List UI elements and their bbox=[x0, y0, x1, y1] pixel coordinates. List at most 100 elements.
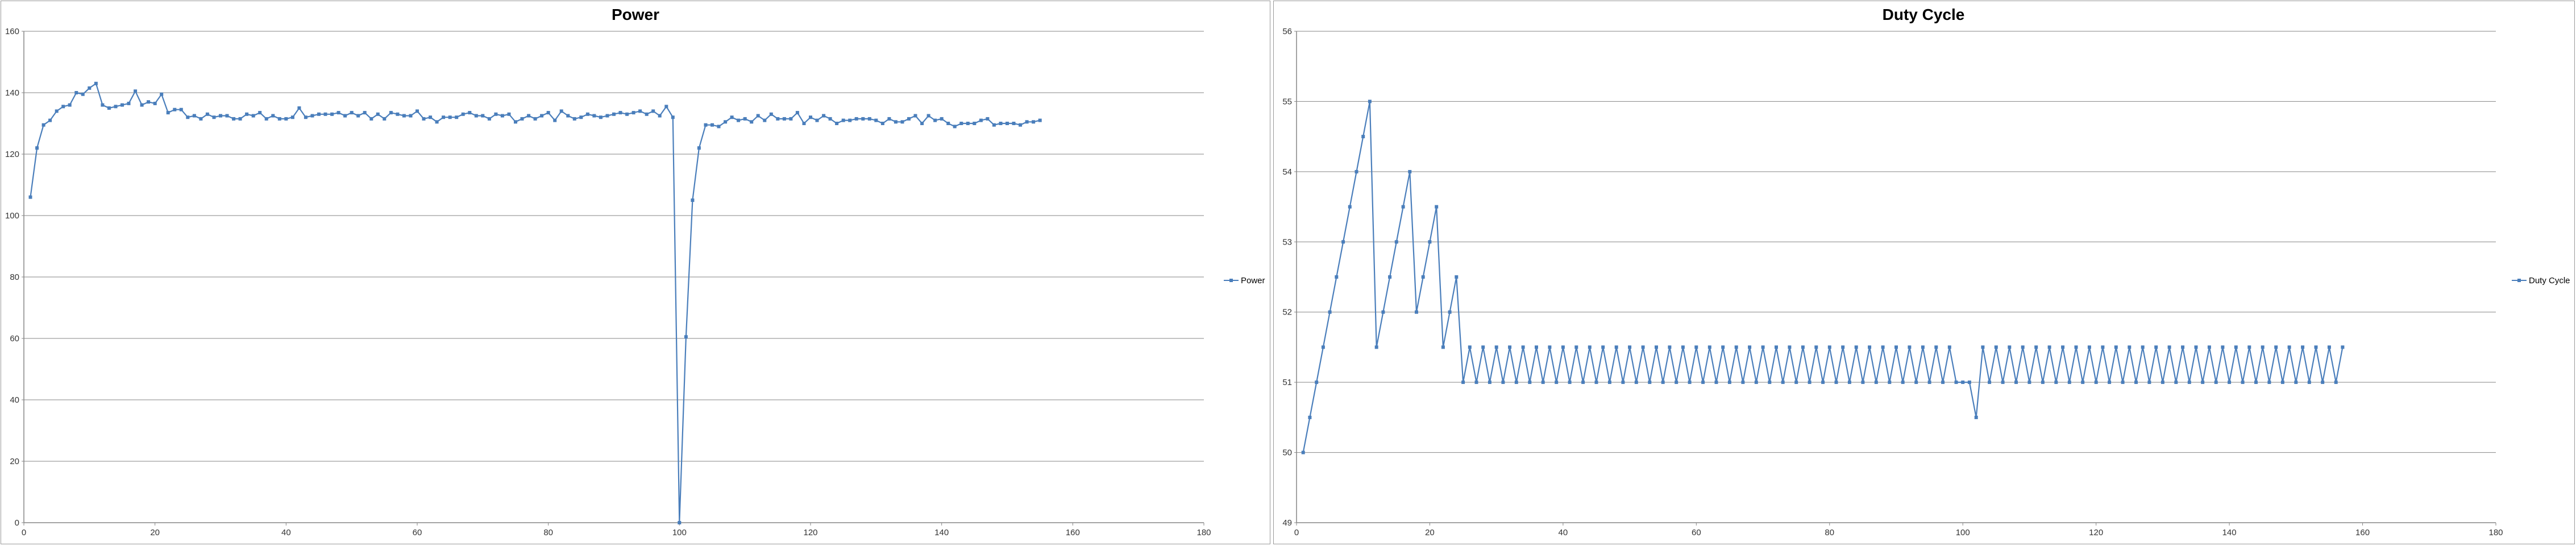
data-point bbox=[1548, 345, 1552, 349]
data-point bbox=[2287, 345, 2291, 349]
data-point bbox=[782, 117, 786, 121]
data-point bbox=[297, 106, 301, 110]
data-point bbox=[2008, 345, 2012, 349]
data-point bbox=[605, 114, 609, 118]
series-line bbox=[30, 82, 1040, 524]
data-point bbox=[750, 120, 754, 124]
data-point bbox=[88, 86, 92, 90]
data-point bbox=[566, 114, 570, 118]
data-point bbox=[1448, 310, 1452, 314]
data-point bbox=[1988, 380, 1992, 384]
legend-label-duty-cycle: Duty Cycle bbox=[2529, 276, 2570, 286]
power-chart-svg: Power 0 20 40 60 80 100 120 140 160 0 20 40 60 80 100… bbox=[5, 6, 1265, 537]
data-point bbox=[1861, 380, 1865, 384]
data-point bbox=[651, 109, 655, 113]
data-point bbox=[468, 111, 472, 115]
data-point bbox=[953, 125, 957, 129]
data-point bbox=[481, 114, 485, 118]
y-tick-label: 160 bbox=[5, 27, 19, 36]
data-point bbox=[323, 112, 327, 116]
data-point bbox=[1012, 122, 1016, 125]
x-tick-label: 120 bbox=[803, 528, 817, 537]
data-point bbox=[579, 115, 583, 119]
data-point bbox=[1335, 275, 1339, 279]
data-point bbox=[134, 89, 138, 93]
chart-title: Duty Cycle bbox=[1883, 6, 1965, 23]
data-point bbox=[1321, 345, 1325, 349]
data-point bbox=[474, 114, 478, 118]
data-point bbox=[1921, 345, 1925, 349]
data-point bbox=[330, 112, 334, 116]
data-point bbox=[140, 103, 144, 107]
data-point bbox=[1568, 380, 1572, 384]
data-point bbox=[2321, 380, 2325, 384]
data-point bbox=[2041, 380, 2045, 384]
data-point bbox=[776, 117, 780, 121]
data-point bbox=[1814, 345, 1818, 349]
y-tick-label: 49 bbox=[1282, 518, 1292, 528]
data-point bbox=[1841, 345, 1845, 349]
data-point bbox=[1588, 345, 1592, 349]
data-point bbox=[730, 115, 734, 119]
data-point bbox=[1847, 380, 1851, 384]
data-point bbox=[854, 117, 858, 121]
data-point bbox=[1415, 310, 1418, 314]
data-point bbox=[284, 117, 288, 121]
x-tick-label: 80 bbox=[1825, 528, 1834, 537]
data-point bbox=[2314, 345, 2318, 349]
data-point bbox=[828, 117, 832, 121]
data-point bbox=[1794, 380, 1798, 384]
data-point bbox=[507, 112, 511, 116]
y-tick-label: 53 bbox=[1282, 237, 1292, 247]
data-point bbox=[1555, 380, 1559, 384]
data-point bbox=[1748, 345, 1752, 349]
data-point bbox=[186, 115, 190, 119]
data-point bbox=[1781, 380, 1785, 384]
data-point bbox=[1701, 380, 1705, 384]
data-point bbox=[809, 115, 812, 119]
data-point bbox=[2160, 380, 2164, 384]
data-point bbox=[232, 117, 236, 121]
data-point bbox=[867, 117, 871, 121]
data-point bbox=[1468, 345, 1472, 349]
x-tick-label: 80 bbox=[543, 528, 553, 537]
x-tick-label: 60 bbox=[1692, 528, 1701, 537]
data-point bbox=[2101, 345, 2105, 349]
data-point bbox=[1315, 380, 1319, 384]
data-point bbox=[402, 114, 406, 118]
data-point bbox=[1621, 380, 1625, 384]
data-point bbox=[894, 120, 898, 124]
data-point bbox=[1808, 380, 1811, 384]
data-point bbox=[376, 112, 380, 116]
data-point bbox=[946, 122, 950, 125]
data-point bbox=[1019, 123, 1023, 127]
data-point bbox=[1594, 380, 1598, 384]
data-point bbox=[2254, 380, 2258, 384]
data-point bbox=[697, 146, 701, 150]
x-tick-label: 140 bbox=[934, 528, 949, 537]
data-point bbox=[711, 123, 714, 127]
data-point bbox=[2147, 380, 2151, 384]
data-point bbox=[61, 105, 65, 109]
data-point bbox=[1501, 380, 1505, 384]
data-point bbox=[81, 92, 85, 96]
data-point bbox=[1974, 415, 1978, 419]
data-point bbox=[822, 114, 826, 118]
data-point bbox=[1032, 120, 1036, 124]
data-point bbox=[1601, 345, 1605, 349]
data-point bbox=[494, 112, 498, 116]
data-point bbox=[933, 118, 937, 122]
data-point bbox=[1535, 345, 1538, 349]
data-point bbox=[416, 109, 419, 113]
data-point bbox=[2074, 345, 2078, 349]
data-point bbox=[769, 112, 773, 116]
data-point bbox=[2174, 380, 2178, 384]
data-point bbox=[442, 115, 446, 119]
data-point bbox=[383, 117, 387, 121]
data-point bbox=[1754, 380, 1758, 384]
data-point bbox=[1668, 345, 1672, 349]
data-point bbox=[1361, 135, 1365, 139]
data-point bbox=[841, 118, 845, 122]
data-point bbox=[2267, 380, 2271, 384]
data-point bbox=[887, 117, 891, 121]
